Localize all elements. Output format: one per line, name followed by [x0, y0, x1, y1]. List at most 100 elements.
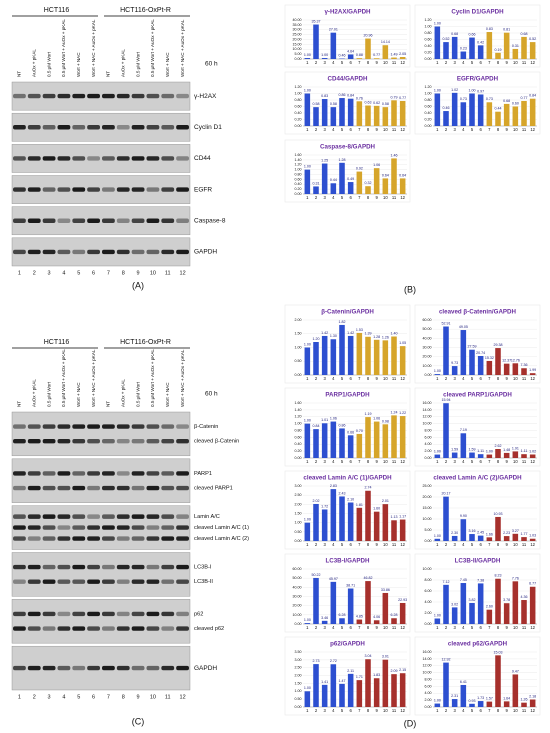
- bar: [495, 516, 501, 541]
- bar: [399, 602, 406, 624]
- band: [102, 93, 115, 99]
- bar: [443, 662, 449, 707]
- x-tick-label: 2: [445, 376, 448, 381]
- band: [131, 564, 145, 570]
- band: [146, 485, 160, 491]
- value-label: 1.06: [373, 417, 380, 421]
- bar: [434, 93, 441, 126]
- x-tick-label: 10: [383, 127, 388, 132]
- value-label: 3.27: [512, 529, 519, 533]
- value-label: 1.40: [391, 331, 398, 335]
- value-label: 2.05: [399, 52, 406, 56]
- value-label: 0.92: [356, 167, 363, 171]
- value-label: 0.76: [356, 96, 363, 100]
- bar: [321, 423, 328, 458]
- bar: [460, 330, 467, 375]
- lane-label: AuOx + pKAL: [120, 49, 125, 77]
- band: [146, 249, 160, 255]
- band: [42, 564, 56, 570]
- value-label: 20.17: [442, 492, 451, 496]
- bar: [321, 620, 328, 624]
- y-tick-label: 0.80: [295, 428, 302, 432]
- y-tick-label: 1.00: [295, 689, 302, 693]
- band: [57, 564, 71, 570]
- band: [102, 564, 115, 570]
- value-label: 2.09: [391, 669, 398, 673]
- value-label: 1.41: [321, 680, 328, 684]
- y-tick-label: 0.60: [425, 37, 432, 41]
- y-tick-label: 2.00: [295, 502, 302, 506]
- bar: [347, 182, 354, 194]
- blot-label: p62: [194, 611, 203, 617]
- x-tick-label: 1: [306, 625, 309, 630]
- y-tick-label: 0.80: [295, 172, 302, 176]
- x-tick-label: 11: [522, 127, 527, 132]
- value-label: 1.28: [373, 335, 380, 339]
- x-tick-label: 10: [513, 459, 518, 464]
- band: [87, 156, 100, 161]
- band: [161, 514, 175, 519]
- x-tick-label: 10: [383, 376, 388, 381]
- x-tick-label: 8: [497, 127, 500, 132]
- y-tick-label: 1.00: [425, 24, 432, 28]
- band: [146, 125, 160, 130]
- band: [146, 514, 160, 519]
- band: [72, 485, 86, 491]
- bar: [321, 335, 328, 375]
- band: [87, 564, 100, 570]
- bar: [330, 183, 337, 194]
- value-label: 0.86: [339, 423, 346, 427]
- x-tick-label: 12: [400, 127, 405, 132]
- bar: [503, 452, 510, 458]
- y-tick-label: 1.60: [295, 153, 302, 157]
- value-label: 0.93: [469, 699, 476, 703]
- band: [13, 439, 26, 444]
- x-tick-label: 12: [530, 60, 535, 65]
- x-tick-label: 6: [479, 625, 482, 630]
- x-tick-label: 7: [358, 708, 361, 713]
- y-tick-label: 1.00: [295, 91, 302, 95]
- bar: [347, 435, 354, 458]
- band: [42, 485, 56, 491]
- x-tick-label: 3: [323, 459, 326, 464]
- y-tick-label: 1.20: [295, 163, 302, 167]
- value-label: 0.58: [313, 102, 320, 106]
- band: [87, 626, 100, 631]
- band: [102, 439, 115, 444]
- band: [146, 536, 160, 541]
- blot-label: LC3B-I: [194, 565, 212, 571]
- y-tick-label: 1.60: [295, 401, 302, 405]
- blot: [11, 112, 191, 142]
- band: [87, 439, 100, 444]
- band: [116, 536, 130, 541]
- band: [72, 439, 86, 444]
- bar: [339, 683, 345, 707]
- y-tick-label: 0.00: [425, 705, 432, 709]
- bar: [373, 168, 380, 194]
- value-label: 2.72: [330, 659, 337, 663]
- lane-number: 2: [33, 694, 36, 700]
- band: [161, 249, 175, 255]
- value-label: 10.93: [494, 512, 503, 516]
- x-tick-label: 7: [358, 625, 361, 630]
- bar: [503, 103, 510, 126]
- band: [27, 187, 41, 192]
- chart: p62/GAPDH0.000.501.001.502.002.503.003.5…: [284, 636, 411, 716]
- bar: [495, 448, 501, 458]
- y-tick-label: 0.50: [295, 530, 302, 534]
- value-label: 35.37: [312, 19, 321, 23]
- value-label: 0.66: [347, 430, 354, 434]
- bar: [356, 101, 363, 126]
- chart: cleaved Lamin A/C (1)/GAPDH0.000.501.001…: [284, 470, 411, 550]
- band: [131, 439, 145, 444]
- x-tick-label: 9: [505, 60, 508, 65]
- value-label: 1.73: [477, 696, 484, 700]
- x-tick-label: 5: [471, 127, 474, 132]
- bar: [356, 619, 363, 624]
- band: [161, 525, 175, 530]
- bar: [486, 360, 493, 375]
- band: [131, 514, 145, 519]
- bar: [321, 509, 328, 541]
- x-tick-label: 10: [383, 60, 388, 65]
- value-label: 1.00: [304, 342, 311, 346]
